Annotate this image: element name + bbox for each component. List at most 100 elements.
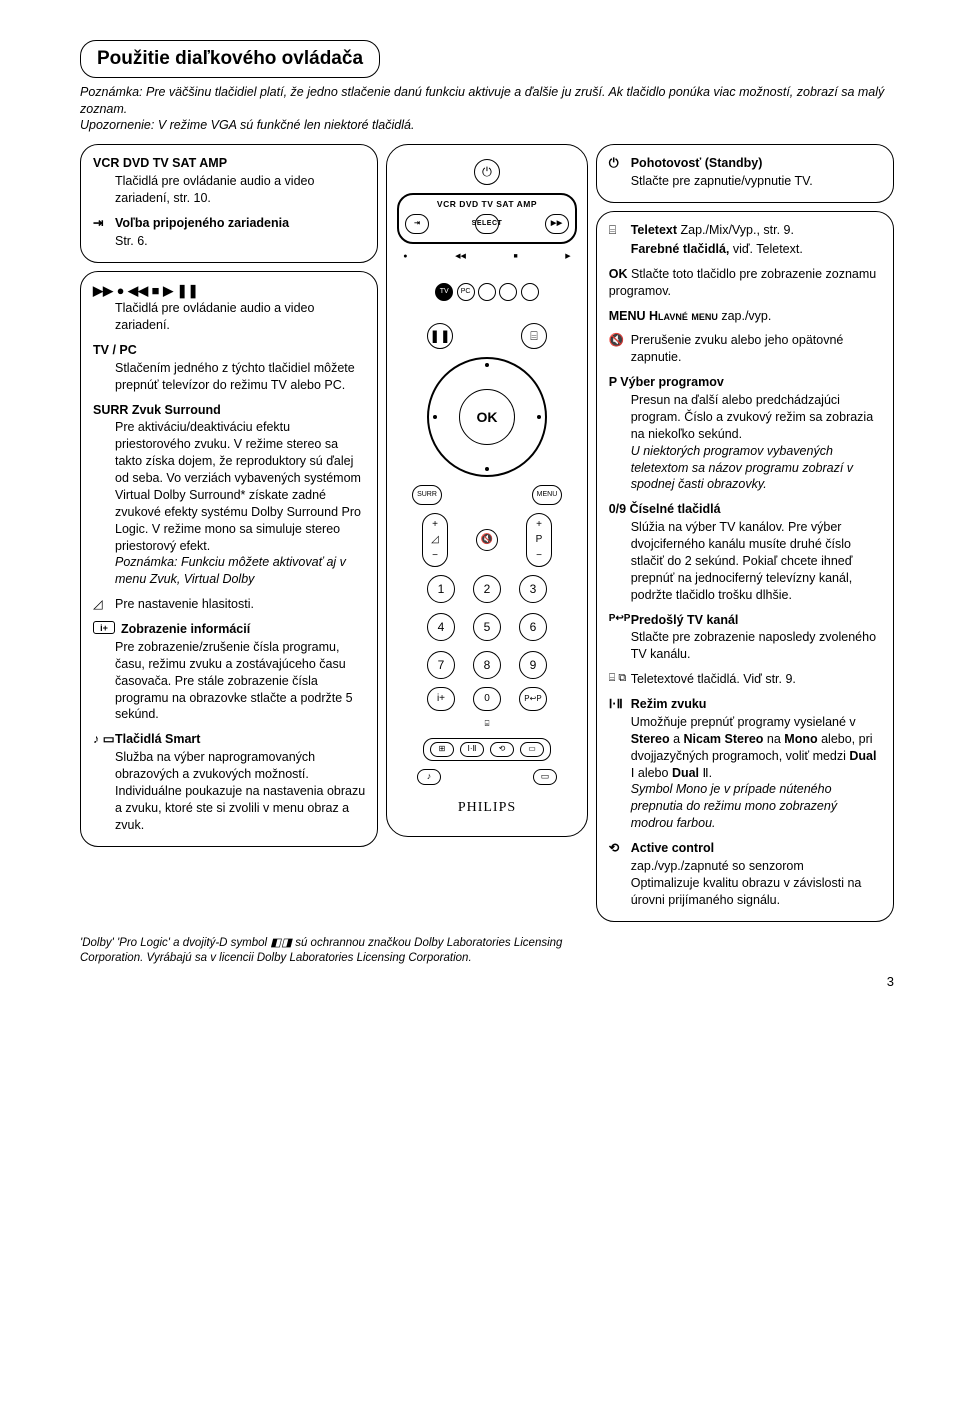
surr-button[interactable]: SURR (412, 485, 442, 505)
tv-button[interactable]: TV (435, 283, 453, 301)
source-button[interactable]: ⇥ (405, 214, 429, 234)
surr-heading: SURR Zvuk Surround (93, 402, 365, 419)
num-4[interactable]: 4 (427, 613, 455, 641)
middle-column: ⏻ VCR DVD TV SAT AMP ⇥ SELECT ▶▶ ●◀◀■▶ T… (386, 144, 587, 837)
right-box-2: ⌸ Teletext Zap./Mix/Vyp., str. 9. Farebn… (596, 211, 894, 922)
numpad: 1 2 3 4 5 6 7 8 9 (427, 575, 547, 679)
prev-desc: Stlačte pre zobrazenie naposledy zvolené… (631, 629, 881, 663)
mode-bar: VCR DVD TV SAT AMP ⇥ SELECT ▶▶ (397, 193, 576, 243)
smart-picture-button[interactable]: ▭ (533, 769, 557, 785)
num-heading: 0/9 Číselné tlačidlá (609, 501, 881, 518)
modes-desc: Tlačidlá pre ovládanie audio a video zar… (115, 173, 365, 207)
footnote: 'Dolby' 'Pro Logic' a dvojitý-D symbol ◧… (80, 936, 600, 967)
menu-button[interactable]: MENU (532, 485, 562, 505)
page-title: Použitie diaľkového ovládača (97, 46, 363, 72)
nav-ok: OK (427, 357, 547, 477)
standby-heading: ⏻ Pohotovosť (Standby) (609, 155, 881, 172)
remote-control: ⏻ VCR DVD TV SAT AMP ⇥ SELECT ▶▶ ●◀◀■▶ T… (386, 144, 587, 837)
color-desc: Farebné tlačidlá, viď. Teletext. (631, 241, 881, 258)
info-heading: i+ Zobrazenie informácií (93, 621, 365, 638)
info-desc: Pre zobrazenie/zrušenie čísla programu, … (115, 639, 365, 723)
sound-icon: Ⅰ·Ⅱ (609, 696, 631, 713)
right-box-1: ⏻ Pohotovosť (Standby) Stlačte pre zapnu… (596, 144, 894, 203)
num-2[interactable]: 2 (473, 575, 501, 603)
brand-label: PHILIPS (458, 799, 516, 818)
smart-desc: Služba na výber naprogramovaných obrazov… (115, 749, 365, 833)
num-6[interactable]: 6 (519, 613, 547, 641)
program-rocker[interactable]: +P− (526, 513, 552, 567)
active-heading: ⟲ Active control (609, 840, 881, 857)
intro-note: Poznámka: Pre väčšinu tlačidiel platí, ž… (80, 84, 894, 135)
five-pad: TV PC (434, 269, 539, 315)
prev-icon: P↩P (609, 612, 631, 629)
num-7[interactable]: 7 (427, 651, 455, 679)
active-desc: Optimalizuje kvalitu obrazu v závislosti… (631, 875, 881, 909)
right-column: ⏻ Pohotovosť (Standby) Stlačte pre zapnu… (596, 144, 894, 921)
ff-button[interactable]: ▶▶ (545, 214, 569, 234)
standby-icon: ⏻ (609, 155, 631, 172)
page-number: 3 (80, 973, 894, 991)
p-desc: Presun na ďalší alebo predchádzajúci pro… (631, 392, 881, 443)
active-icon: ⟲ (609, 840, 631, 857)
left-column: VCR DVD TV SAT AMP Tlačidlá pre ovládani… (80, 144, 378, 846)
device-heading: ⇥ Voľba pripojeného zariadenia (93, 215, 365, 232)
num-9[interactable]: 9 (519, 651, 547, 679)
left-box-2: ▶▶ ● ◀◀ ■ ▶ ❚❚ Tlačidlá pre ovládanie au… (80, 271, 378, 847)
tvpc-desc: Stlačením jedného z týchto tlačidiel môž… (115, 360, 365, 394)
volume-row: ◿ Pre nastavenie hlasitosti. (93, 596, 365, 613)
smart-heading: ♪ ▭ Tlačidlá Smart (93, 731, 365, 748)
green-button[interactable]: Ⅰ·Ⅱ (460, 742, 484, 757)
pause-button[interactable]: ❚❚ (427, 323, 453, 349)
pad-4[interactable] (499, 283, 517, 301)
num-0[interactable]: 0 (473, 687, 501, 711)
mute-button[interactable]: 🔇 (476, 529, 498, 551)
mode-labels: VCR DVD TV SAT AMP (405, 199, 568, 210)
p-heading: P Výber programov (609, 374, 881, 391)
ok-button[interactable]: OK (459, 389, 515, 445)
teletext-button[interactable]: ⌸ (521, 323, 547, 349)
source-icon: ⇥ (93, 215, 115, 232)
pad-3[interactable] (478, 283, 496, 301)
select-button[interactable]: SELECT (475, 214, 499, 234)
info-icon: i+ (93, 621, 115, 634)
smart-sound-button[interactable]: ♪ (417, 769, 441, 785)
device-desc: Str. 6. (115, 233, 365, 250)
tvpc-heading: TV / PC (93, 342, 365, 359)
standby-desc: Stlačte pre zapnutie/vypnutie TV. (631, 173, 881, 190)
mute-icon: 🔇 (609, 332, 631, 366)
num-desc: Slúžia na výber TV kanálov. Pre výber dv… (631, 519, 881, 603)
p-note: U niektorých programov vybavených telete… (631, 443, 881, 494)
surr-desc: Pre aktiváciu/deaktiváciu efektu priesto… (115, 419, 365, 554)
surr-note: Poznámka: Funkciu môžete aktivovať aj v … (115, 554, 365, 588)
menu-desc: MENU Hlavné menu zap./vyp. (609, 308, 881, 325)
columns: VCR DVD TV SAT AMP Tlačidlá pre ovládani… (80, 144, 894, 921)
pc-button[interactable]: PC (457, 283, 475, 301)
num-8[interactable]: 8 (473, 651, 501, 679)
num-3[interactable]: 3 (519, 575, 547, 603)
sound-desc: Umožňuje prepnúť programy vysielané v St… (631, 714, 881, 782)
page-title-box: Použitie diaľkového ovládača (80, 40, 380, 78)
volume-icon: ◿ (93, 596, 115, 613)
blue-button[interactable]: ▭ (520, 742, 544, 757)
standby-button[interactable]: ⏻ (474, 159, 500, 185)
num-1[interactable]: 1 (427, 575, 455, 603)
prev-channel-button[interactable]: P↩P (519, 687, 547, 711)
ttx2-icon: ⌸ ⧉ (609, 671, 631, 688)
pad-5[interactable] (521, 283, 539, 301)
teletext-icon: ⌸ (609, 222, 631, 239)
sound-note: Symbol Mono je v prípade núteného prepnu… (631, 781, 881, 832)
mute-desc: Prerušenie zvuku alebo jeho opätovné zap… (631, 332, 881, 366)
num-5[interactable]: 5 (473, 613, 501, 641)
transport-syms: ▶▶ ● ◀◀ ■ ▶ ❚❚ (93, 282, 365, 300)
info-button[interactable]: i+ (427, 687, 455, 711)
volume-desc: Pre nastavenie hlasitosti. (115, 596, 365, 613)
volume-rocker[interactable]: +◿− (422, 513, 448, 567)
red-button[interactable]: ⊞ (430, 742, 454, 757)
yellow-button[interactable]: ⟲ (490, 742, 514, 757)
transport-label-row: ●◀◀■▶ (397, 252, 576, 261)
smart-icon: ♪ ▭ (93, 731, 115, 748)
left-box-1: VCR DVD TV SAT AMP Tlačidlá pre ovládani… (80, 144, 378, 262)
transport-desc: Tlačidlá pre ovládanie audio a video zar… (115, 300, 365, 334)
color-buttons: ⊞ Ⅰ·Ⅱ ⟲ ▭ (423, 738, 551, 761)
active-sub: zap./vyp./zapnuté so senzorom (631, 858, 881, 875)
